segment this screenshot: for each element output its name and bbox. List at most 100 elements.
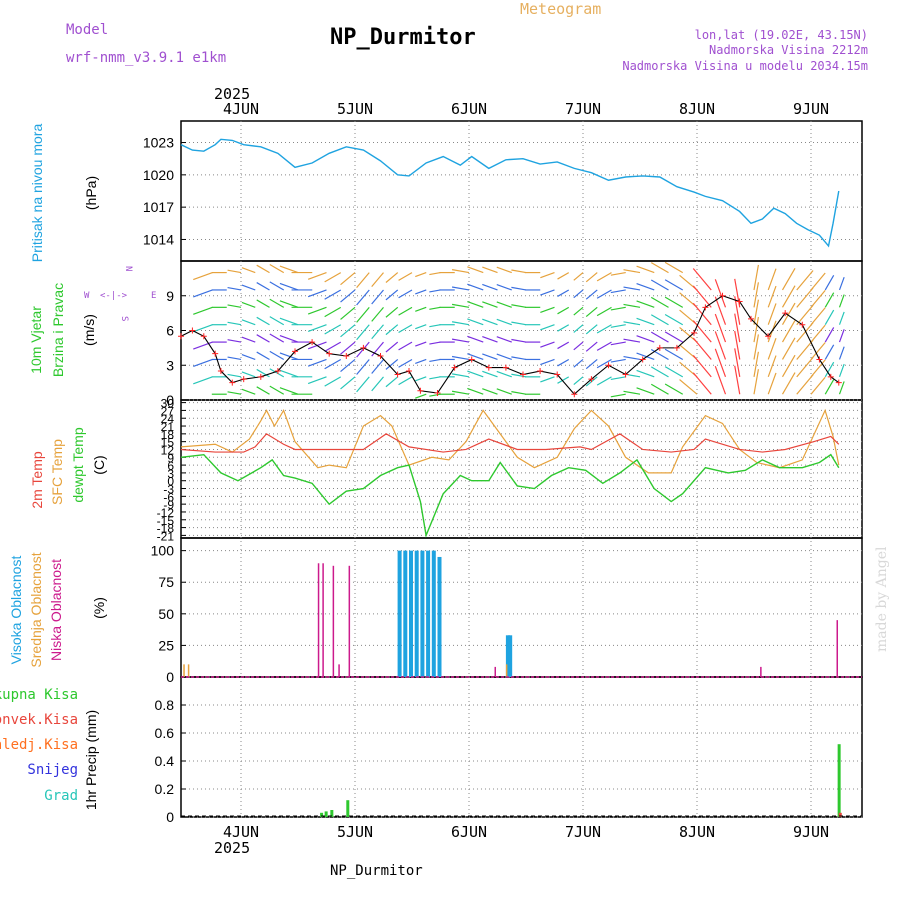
wind-vector xyxy=(796,339,814,360)
wind-vector xyxy=(714,313,727,343)
wind-vector xyxy=(650,314,669,326)
cloud-bar xyxy=(420,550,425,677)
wind-vector xyxy=(692,285,712,308)
wind-vector xyxy=(415,358,427,365)
wind-vector xyxy=(227,391,242,395)
wind-vector xyxy=(496,266,512,274)
top-day-label: 7JUN xyxy=(565,100,601,118)
wind-speed-marker xyxy=(229,379,236,386)
wind-vector xyxy=(429,271,441,276)
wind-speed-marker xyxy=(835,379,842,386)
wind-vector xyxy=(610,358,626,363)
wind-speed-marker xyxy=(292,348,298,355)
y-tick-label: 100 xyxy=(151,543,175,559)
cloud-high-label: Visoka Oblacnost xyxy=(8,556,24,665)
wind-vector xyxy=(371,376,384,392)
wind-vector xyxy=(227,373,242,378)
wind-vector xyxy=(767,372,777,395)
y-tick-label: 0.8 xyxy=(155,697,175,713)
wind-speed-marker xyxy=(178,333,184,340)
wind-vector xyxy=(511,304,527,308)
cloud-bar xyxy=(437,556,442,677)
wind-vector xyxy=(467,370,484,378)
wind-vector xyxy=(324,341,342,352)
wind-vector xyxy=(467,318,484,326)
wind-vector xyxy=(838,294,845,308)
wind-vector xyxy=(596,341,612,351)
wind-vector xyxy=(767,337,777,360)
wind-vector xyxy=(664,261,684,274)
wind-vector xyxy=(279,317,299,326)
wind-vector xyxy=(467,266,484,274)
temp-2m-label: 2m Temp xyxy=(29,451,45,509)
y-tick-label: 24 xyxy=(161,412,175,426)
wind-vector xyxy=(557,324,570,332)
top-day-label: 4JUN xyxy=(223,100,259,118)
wind-vector xyxy=(467,387,484,395)
cloud-bar xyxy=(397,550,402,677)
pressure-axis-title: Pritisak na nivou mora xyxy=(29,124,45,263)
wind-vector xyxy=(557,376,570,384)
wind-vector xyxy=(241,284,256,291)
wind-vector xyxy=(279,265,299,274)
wind-vector xyxy=(307,358,327,367)
wind-vector xyxy=(511,373,527,378)
wind-vector xyxy=(734,348,741,377)
wind-speed-marker xyxy=(691,329,697,336)
wind-vector xyxy=(256,386,270,395)
y-tick-label: -12 xyxy=(157,506,175,520)
cloud-unit: (%) xyxy=(91,597,107,619)
sfc-temp-line xyxy=(180,408,840,474)
wind-vector xyxy=(824,309,835,326)
wind-vector xyxy=(734,296,741,325)
wind-vector xyxy=(307,289,327,298)
coords-label: lon,lat (19.02E, 43.15N) xyxy=(695,28,868,42)
wind-vector xyxy=(540,341,555,348)
wind-vector xyxy=(781,354,796,378)
wind-vector xyxy=(636,335,655,343)
y-tick-label: 6 xyxy=(166,323,174,339)
wind-vector xyxy=(398,289,413,299)
cloud-bar xyxy=(414,550,419,677)
wind-vector xyxy=(810,376,826,395)
wind-vector xyxy=(340,272,356,286)
wind-vector xyxy=(767,303,777,325)
wind-vector xyxy=(256,264,270,274)
wind-vector xyxy=(227,356,242,361)
wind-speed-marker xyxy=(360,344,367,351)
wind-vector xyxy=(307,376,327,385)
wind-vector xyxy=(415,376,427,382)
wind-speed-marker xyxy=(520,371,526,378)
wind-vector xyxy=(256,351,270,360)
bottom-day-label: 9JUN xyxy=(793,823,829,841)
wind-vector xyxy=(824,292,835,308)
compass-s: S xyxy=(119,316,129,321)
wind-vector xyxy=(636,300,655,308)
wind-vector xyxy=(664,383,684,395)
wind-vector xyxy=(767,268,777,291)
y-tick-label: -18 xyxy=(157,522,175,536)
temp-2m-line xyxy=(180,433,840,453)
wind-vector xyxy=(781,337,796,360)
wind-vector xyxy=(596,272,612,282)
wind-vector xyxy=(385,306,399,318)
wind-speed-marker xyxy=(622,371,629,378)
cloud-mid-label: Srednja Oblacnost xyxy=(28,552,44,667)
model-label: Model xyxy=(66,22,108,38)
y-tick-label: -3 xyxy=(163,483,174,497)
wind-vector xyxy=(585,341,598,352)
panel-frame xyxy=(180,676,863,818)
temp-unit: (C) xyxy=(91,455,107,474)
panel-frame xyxy=(180,120,863,262)
wind-vector xyxy=(692,337,712,360)
wind-vector xyxy=(193,289,213,298)
wind-vector xyxy=(610,376,626,381)
wind-speed-marker xyxy=(816,356,823,363)
wind-speed-marker xyxy=(309,339,316,346)
wind-vector xyxy=(496,336,512,343)
wind-vector xyxy=(415,272,427,278)
wind-vector xyxy=(636,387,655,395)
wind-vector xyxy=(193,341,213,350)
wind-vector xyxy=(279,334,299,343)
wind-vector xyxy=(714,331,727,360)
